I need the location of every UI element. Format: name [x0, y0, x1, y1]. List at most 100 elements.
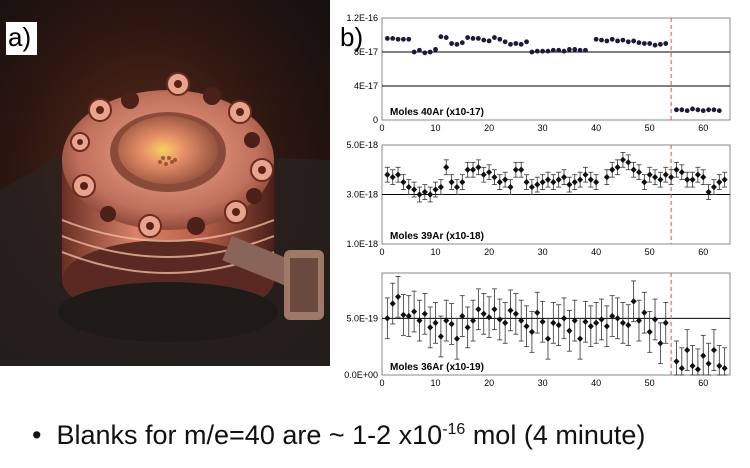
data-point: [555, 176, 562, 183]
data-point: [587, 176, 594, 183]
chart-1: 1.0E-18 3.0E-18 5.0E-18 0 10 20 30 40 50 60 Moles …: [346, 140, 731, 257]
data-point: [448, 178, 455, 186]
argon-blank-charts: 0 4E-17 8E-17 1.2E-16 0 10 20 30 40 50 60 Moles 40A…: [344, 13, 731, 388]
chart-title: Moles 40Ar (x10-17): [390, 107, 484, 118]
data-point: [544, 176, 551, 183]
data-point: [550, 178, 557, 186]
x-tick-label: 30: [538, 378, 548, 388]
data-point: [689, 362, 696, 370]
data-point: [652, 42, 658, 48]
data-point: [459, 312, 466, 320]
data-point: [550, 319, 557, 327]
data-point: [625, 159, 632, 166]
data-point: [422, 50, 428, 56]
data-point: [400, 311, 407, 319]
data-point: [684, 108, 690, 114]
x-tick-label: 30: [538, 247, 548, 257]
x-tick-label: 10: [431, 247, 441, 257]
data-point: [684, 346, 691, 354]
chart-2: 0.0E+00 5.0E-19 0 10 20 30 40 50 60 Moles 36Ar (x…: [344, 272, 731, 388]
vacuum-flange-photo: [0, 0, 330, 366]
data-point: [556, 47, 562, 53]
blank-level-note: • Blanks for m/e=40 are ~ 1-2 x10-16 mol…: [32, 420, 645, 451]
data-point: [475, 306, 482, 313]
data-point: [480, 171, 487, 178]
y-tick-label: 5.0E-19: [346, 313, 378, 323]
data-point: [566, 181, 573, 188]
data-point: [695, 107, 701, 113]
data-point: [448, 320, 455, 328]
data-point: [427, 191, 434, 198]
data-point: [647, 41, 653, 46]
data-point: [416, 191, 423, 198]
y-tick-label: 8E-17: [354, 47, 378, 57]
data-point: [631, 38, 637, 44]
data-point: [583, 47, 588, 53]
data-point: [700, 108, 706, 114]
data-point: [405, 183, 412, 191]
data-point: [593, 319, 600, 327]
data-point: [545, 48, 551, 54]
data-point: [411, 308, 418, 315]
data-point: [619, 319, 626, 327]
data-point: [587, 323, 594, 330]
x-tick-label: 50: [645, 247, 655, 257]
data-point: [401, 36, 406, 42]
data-point: [464, 324, 471, 331]
data-point: [689, 176, 696, 183]
data-point: [609, 312, 616, 320]
data-point: [481, 37, 487, 43]
data-point: [673, 166, 680, 173]
data-point: [705, 188, 712, 196]
data-point: [550, 47, 556, 53]
data-point: [716, 178, 723, 186]
data-point: [668, 173, 675, 181]
data-point: [389, 300, 396, 307]
data-point: [674, 107, 679, 113]
x-tick-label: 10: [431, 378, 441, 388]
data-point: [486, 169, 493, 176]
data-point: [716, 362, 723, 370]
data-point: [599, 37, 604, 43]
data-point: [453, 335, 460, 342]
data-point: [636, 40, 642, 46]
data-point: [523, 323, 530, 330]
data-point: [619, 156, 626, 164]
data-point: [437, 183, 444, 191]
x-tick-label: 60: [698, 247, 708, 257]
bullet-marker: •: [32, 420, 42, 450]
panel-label-a: a): [6, 22, 38, 55]
data-point: [539, 318, 546, 325]
data-point: [465, 35, 471, 40]
data-point: [449, 41, 454, 46]
data-point: [646, 171, 653, 178]
data-point: [411, 49, 417, 55]
data-point: [529, 49, 535, 55]
data-point: [635, 169, 642, 176]
data-point: [507, 307, 514, 314]
data-point: [662, 319, 669, 327]
data-point: [395, 36, 401, 42]
bullet-exponent: -16: [442, 421, 466, 438]
x-tick-label: 50: [645, 123, 655, 133]
x-tick-label: 40: [591, 247, 601, 257]
data-point: [438, 34, 444, 40]
data-point: [417, 47, 422, 53]
data-point: [577, 335, 584, 342]
x-tick-label: 0: [379, 123, 384, 133]
data-point: [443, 164, 450, 171]
data-point: [673, 358, 680, 365]
data-point: [507, 183, 514, 191]
data-point: [518, 317, 525, 324]
x-tick-label: 60: [698, 123, 708, 133]
y-tick-label: 0.0E+00: [344, 370, 378, 380]
plot-area: [381, 17, 731, 121]
data-point: [630, 166, 637, 173]
data-point: [678, 169, 685, 176]
data-point: [615, 38, 620, 44]
data-point: [453, 183, 460, 191]
data-point: [502, 39, 508, 45]
y-tick-label: 0: [373, 115, 378, 125]
data-point: [700, 173, 707, 181]
data-point: [390, 36, 396, 41]
